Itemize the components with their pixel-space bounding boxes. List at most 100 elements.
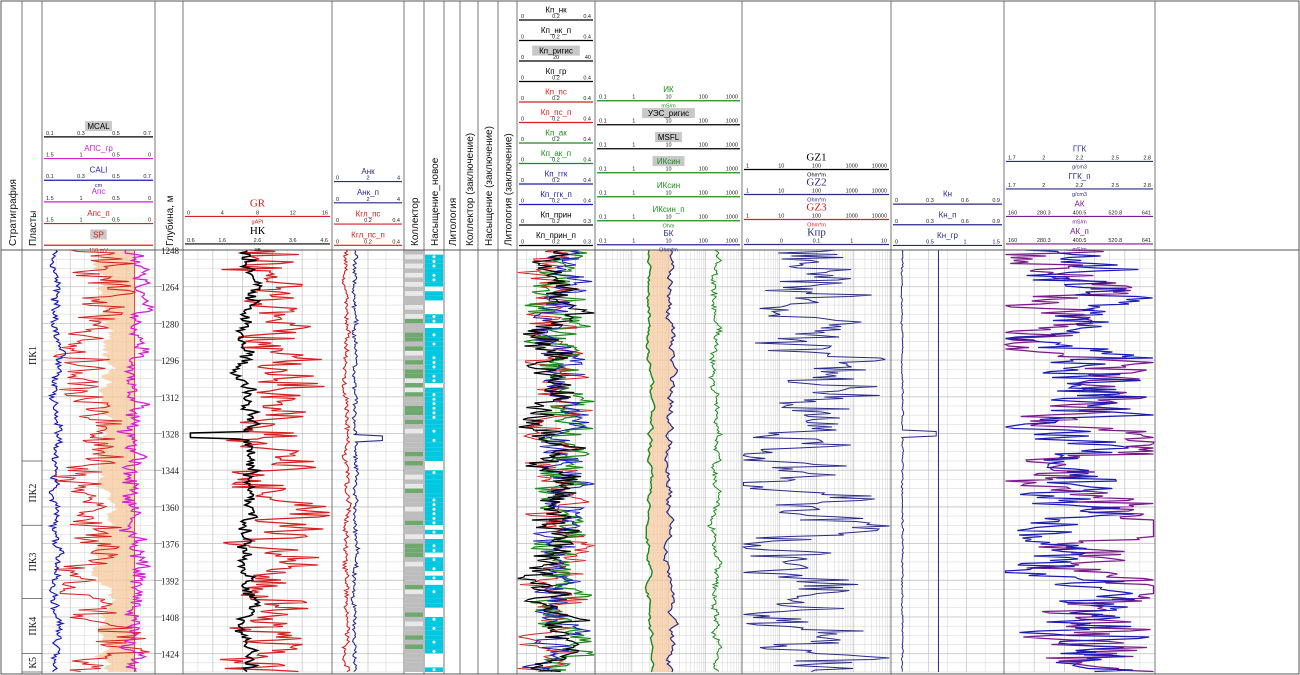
scale-tick: 10 bbox=[665, 191, 671, 197]
scale-tick: 0 bbox=[521, 157, 524, 163]
curve-name: Анк_п bbox=[357, 188, 379, 197]
lithology-cell bbox=[405, 282, 423, 287]
scale-tick: 0.1 bbox=[46, 174, 54, 180]
scale-tick: 1 bbox=[632, 239, 635, 245]
saturation-cell bbox=[425, 571, 443, 576]
lithology-cell bbox=[405, 295, 423, 301]
saturation-dot bbox=[432, 576, 436, 580]
scale-tick: 0.1 bbox=[599, 167, 607, 173]
lithology-cell bbox=[405, 332, 423, 338]
saturation-cell bbox=[425, 474, 443, 480]
curve-name: CALI bbox=[90, 165, 108, 174]
scale-tick: 0 bbox=[521, 14, 524, 20]
saturation-dot bbox=[432, 626, 436, 630]
scale-tick: 0.4 bbox=[583, 137, 591, 143]
scale-tick: 0.2 bbox=[552, 96, 560, 102]
zone-label: ПК4 bbox=[28, 617, 39, 636]
lithology-cell bbox=[405, 355, 423, 361]
depth-label: 1360 bbox=[161, 503, 180, 513]
lithology-cell bbox=[405, 396, 423, 402]
scale-tick: 10000 bbox=[872, 164, 887, 170]
saturation-dot bbox=[432, 319, 436, 323]
curve-name: Кгл_пс bbox=[356, 209, 381, 218]
lithology-cell bbox=[405, 456, 423, 461]
scale-tick: 1.5 bbox=[46, 218, 54, 224]
curve-name: Кп_ригис bbox=[539, 47, 573, 56]
scale-tick: 0.4 bbox=[583, 116, 591, 122]
scale-tick: 0.1 bbox=[599, 215, 607, 221]
scale-tick: 10 bbox=[778, 214, 784, 220]
scale-tick: 0.3 bbox=[77, 131, 85, 137]
saturation-cell bbox=[425, 525, 443, 530]
scale-tick: 2 bbox=[366, 197, 369, 203]
curve-unit: g/cm3 bbox=[1072, 192, 1087, 198]
lithology-cell bbox=[405, 263, 423, 269]
saturation-dot bbox=[432, 438, 436, 442]
saturation-dot bbox=[432, 392, 436, 396]
vertical-header-nas_z: Насыщение (заключение) bbox=[484, 126, 495, 246]
scale-tick: 1 bbox=[632, 191, 635, 197]
curve-unit: mS/m bbox=[661, 104, 676, 110]
saturation-dot bbox=[432, 544, 436, 548]
scale-tick: 2 bbox=[1042, 155, 1045, 161]
saturation-cell bbox=[425, 621, 443, 627]
curve-name-box bbox=[652, 156, 685, 167]
lithology-cell bbox=[405, 286, 423, 292]
curve-ik bbox=[706, 249, 724, 672]
vertical-header-kollektor: Коллектор bbox=[410, 197, 421, 246]
scale-tick: 100 bbox=[699, 191, 708, 197]
saturation-cell bbox=[425, 658, 443, 663]
headers-layer: MCAL 0.1 0.3 0.5 0.7 АПС_гр 1.5 1 0.5 0 CALI 0.1 0.3… bbox=[44, 6, 1153, 254]
scale-tick: 1.5 bbox=[992, 239, 1000, 245]
saturation-cell bbox=[425, 493, 443, 498]
saturation-cell bbox=[425, 561, 443, 567]
lithology-cell bbox=[405, 300, 423, 306]
curve-name: Кп_пс bbox=[545, 88, 567, 97]
saturation-dot bbox=[432, 259, 436, 263]
curve-name: Кн_п bbox=[939, 210, 957, 219]
scale-tick: 0.3 bbox=[926, 219, 934, 225]
lithology-cell bbox=[405, 465, 423, 471]
saturation-dot bbox=[432, 273, 436, 277]
lithology-cell bbox=[405, 383, 423, 388]
curve-nk bbox=[189, 249, 264, 673]
scale-tick: 1000 bbox=[726, 191, 738, 197]
scale-tick: 1 bbox=[746, 214, 749, 220]
curve-name: ИКсин bbox=[657, 157, 680, 166]
scale-tick: 0.2 bbox=[552, 178, 560, 184]
lithology-cell bbox=[405, 589, 423, 595]
zone-label: К5 bbox=[28, 657, 39, 669]
saturation-cell bbox=[425, 369, 443, 374]
lithology-cell bbox=[405, 337, 423, 342]
depth-label: 1264 bbox=[161, 283, 180, 293]
lithology-cell bbox=[405, 502, 423, 507]
lithology-cell bbox=[405, 630, 423, 636]
saturation-dot bbox=[432, 507, 436, 511]
curve-name-box bbox=[532, 45, 580, 56]
saturation-cell bbox=[425, 447, 443, 452]
curve-name: ИК bbox=[663, 85, 674, 94]
saturation-cell bbox=[425, 451, 443, 457]
saturation-dot bbox=[432, 470, 436, 474]
scale-tick: 280.3 bbox=[1037, 210, 1051, 216]
depth-label: 1376 bbox=[161, 540, 180, 550]
lithology-cell bbox=[405, 341, 423, 347]
scale-tick: 0.4 bbox=[392, 239, 400, 245]
lithology-cell bbox=[405, 561, 423, 567]
scale-tick: 1 bbox=[632, 95, 635, 101]
scale-tick: 0.1 bbox=[46, 131, 54, 137]
scale-tick: 0.1 bbox=[599, 191, 607, 197]
scale-tick: 1.7 bbox=[1008, 155, 1016, 161]
scale-tick: 0 bbox=[521, 198, 524, 204]
scale-tick: 8 bbox=[256, 210, 259, 216]
lithology-cell bbox=[405, 410, 423, 416]
curve-name: АК_п bbox=[1070, 227, 1089, 236]
curve-aps bbox=[116, 249, 156, 672]
scale-tick: 1 bbox=[632, 215, 635, 221]
saturation-dot bbox=[432, 503, 436, 507]
curve-name: Кпр bbox=[807, 227, 826, 239]
scale-tick: 0 bbox=[336, 218, 339, 224]
scale-tick: 2.2 bbox=[1076, 155, 1084, 161]
curve-name: НК bbox=[250, 225, 266, 237]
